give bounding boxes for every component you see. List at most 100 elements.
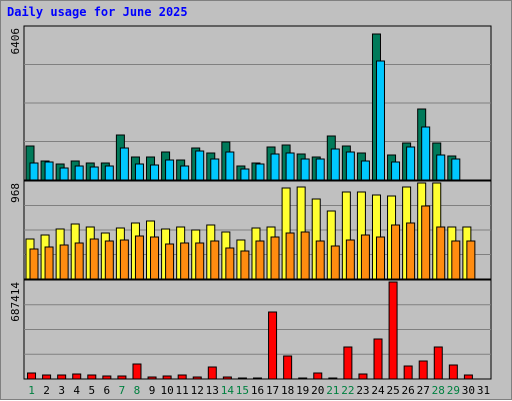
bar-top-cyan-day-15	[240, 168, 250, 181]
bar-middle-orange-day-28	[436, 226, 446, 280]
bar-middle-orange-day-11	[180, 242, 190, 280]
bar-middle-orange-day-30	[466, 240, 476, 280]
bar-bottom-red-day-19	[298, 377, 308, 380]
bar-top-cyan-day-11	[180, 165, 190, 181]
bar-top-cyan-day-8	[134, 163, 144, 181]
bar-top-cyan-day-26	[406, 146, 416, 181]
bar-bottom-red-day-23	[358, 373, 368, 380]
bar-top-cyan-day-7	[119, 147, 129, 181]
bar-bottom-red-day-12	[192, 376, 202, 380]
bar-bottom-red-day-26	[403, 365, 413, 380]
bar-middle-orange-day-4	[74, 242, 84, 280]
bar-middle-orange-day-13	[210, 240, 220, 280]
x-tick-label-day-23: 23	[356, 384, 369, 397]
bar-top-cyan-day-18	[285, 152, 295, 181]
bar-middle-orange-day-16	[255, 240, 265, 280]
bar-bottom-red-day-7	[117, 375, 127, 380]
bar-bottom-red-day-10	[162, 375, 172, 380]
bar-top-cyan-day-17	[270, 153, 280, 181]
bar-top-cyan-day-25	[391, 161, 401, 181]
x-tick-label-day-8: 8	[134, 384, 141, 397]
bar-bottom-red-day-24	[373, 338, 383, 380]
x-tick-label-day-29: 29	[447, 384, 460, 397]
x-tick-label-day-4: 4	[73, 384, 80, 397]
x-tick-label-day-1: 1	[28, 384, 35, 397]
x-tick-label-day-12: 12	[191, 384, 204, 397]
bar-middle-orange-day-19	[300, 231, 310, 280]
bar-bottom-red-day-2	[42, 374, 52, 380]
x-tick-label-day-20: 20	[311, 384, 324, 397]
bar-middle-orange-day-29	[451, 240, 461, 280]
bar-bottom-red-day-11	[177, 374, 187, 380]
bar-bottom-red-day-18	[283, 355, 293, 380]
bar-top-cyan-day-13	[210, 158, 220, 181]
bar-middle-orange-day-5	[89, 238, 99, 280]
bar-middle-orange-day-22	[345, 239, 355, 280]
bar-top-cyan-day-1	[29, 162, 39, 181]
bar-top-cyan-day-10	[165, 159, 175, 181]
x-tick-label-day-6: 6	[104, 384, 111, 397]
bar-top-cyan-day-21	[330, 148, 340, 181]
bar-middle-orange-day-14	[225, 247, 235, 280]
bar-middle-orange-day-27	[421, 205, 431, 280]
bar-top-cyan-day-22	[345, 151, 355, 181]
x-tick-label-day-5: 5	[88, 384, 95, 397]
bar-bottom-red-day-1	[27, 372, 37, 380]
bar-middle-orange-day-10	[165, 243, 175, 280]
x-tick-label-day-31: 31	[477, 384, 490, 397]
bar-bottom-red-day-8	[132, 363, 142, 380]
panel-top-ylabel: 6406	[9, 28, 22, 55]
x-tick-label-day-19: 19	[296, 384, 309, 397]
x-tick-label-day-25: 25	[386, 384, 399, 397]
x-tick-label-day-14: 14	[221, 384, 235, 397]
x-tick-label-day-2: 2	[43, 384, 50, 397]
bar-bottom-red-day-9	[147, 376, 157, 380]
bar-top-cyan-day-2	[44, 161, 54, 181]
bar-middle-orange-day-8	[134, 235, 144, 280]
x-tick-label-day-9: 9	[149, 384, 156, 397]
bar-top-cyan-day-4	[74, 165, 84, 181]
bar-bottom-red-day-13	[207, 366, 217, 380]
bar-middle-orange-day-15	[240, 250, 250, 280]
bar-middle-orange-day-24	[375, 236, 385, 280]
bar-middle-orange-day-21	[330, 245, 340, 280]
x-tick-label-day-10: 10	[160, 384, 173, 397]
panel-middle-ylabel: 968	[9, 183, 22, 203]
bar-bottom-red-day-28	[433, 346, 443, 380]
bar-top-cyan-day-29	[451, 158, 461, 181]
x-tick-label-day-22: 22	[341, 384, 354, 397]
bar-top-cyan-day-3	[59, 167, 69, 181]
bar-top-cyan-day-20	[315, 158, 325, 181]
x-tick-label-day-15: 15	[236, 384, 249, 397]
bar-middle-orange-day-17	[270, 236, 280, 280]
x-tick-label-day-27: 27	[417, 384, 430, 397]
bar-middle-orange-day-25	[391, 224, 401, 280]
x-tick-label-day-16: 16	[251, 384, 264, 397]
bar-top-cyan-day-24	[375, 60, 385, 181]
x-tick-label-day-24: 24	[371, 384, 385, 397]
bar-middle-orange-day-26	[406, 222, 416, 280]
bar-middle-orange-day-2	[44, 246, 54, 280]
bar-bottom-red-day-30	[463, 374, 473, 380]
bar-top-cyan-day-12	[195, 150, 205, 181]
x-tick-label-day-13: 13	[206, 384, 219, 397]
bar-middle-orange-day-9	[150, 236, 160, 280]
bar-middle-orange-day-1	[29, 248, 39, 280]
bar-bottom-red-day-21	[328, 377, 338, 380]
bar-bottom-red-day-20	[313, 372, 323, 380]
x-tick-label-day-7: 7	[119, 384, 126, 397]
bar-bottom-red-day-29	[448, 364, 458, 380]
bar-middle-orange-day-12	[195, 242, 205, 280]
bar-bottom-red-day-22	[343, 346, 353, 380]
x-tick-label-day-17: 17	[266, 384, 279, 397]
bar-bottom-red-day-25	[388, 281, 398, 380]
bar-bottom-red-day-15	[237, 377, 247, 380]
bar-top-cyan-day-19	[300, 158, 310, 181]
bar-bottom-red-day-3	[57, 374, 67, 380]
bar-top-cyan-day-6	[104, 165, 114, 181]
bar-bottom-red-day-16	[253, 377, 262, 380]
bar-top-cyan-day-5	[89, 166, 99, 181]
bar-bottom-red-day-6	[102, 375, 112, 380]
bar-top-cyan-day-14	[225, 151, 235, 181]
